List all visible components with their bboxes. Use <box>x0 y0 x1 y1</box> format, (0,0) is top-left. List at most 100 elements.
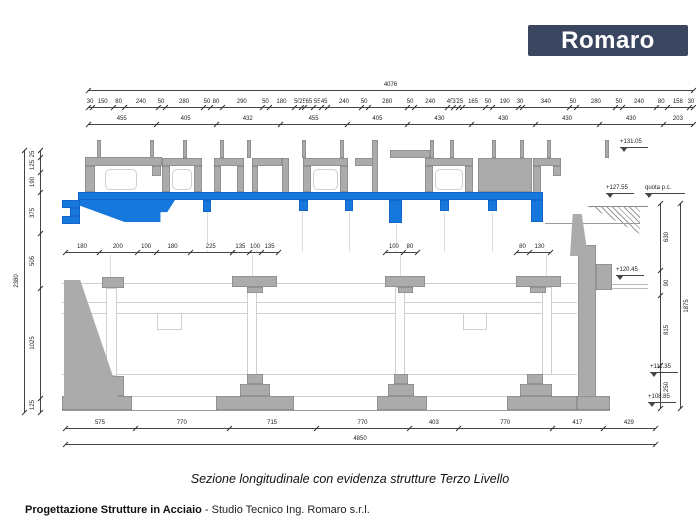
dimension-value: 280 <box>589 99 602 105</box>
dimension-value: 55 <box>312 99 322 105</box>
existing-outline <box>313 169 338 190</box>
level-marker-triangle-icon <box>621 148 627 152</box>
dimension-value: 130 <box>533 244 546 250</box>
concrete-element <box>183 140 187 158</box>
dimension-value: 45 <box>445 99 455 105</box>
construction-line <box>546 255 547 276</box>
concrete-element <box>530 287 546 293</box>
retaining-wall <box>570 214 588 256</box>
dimension-value: 200 <box>111 244 124 250</box>
construction-line <box>62 374 577 375</box>
dimension-line <box>680 203 681 408</box>
steel-structure-highlight <box>70 208 80 216</box>
dimension-tick <box>37 409 44 416</box>
concrete-element <box>162 166 170 192</box>
dimension-value: 429 <box>622 420 635 426</box>
existing-outline <box>172 169 192 190</box>
dimension-value: 80 <box>656 99 666 105</box>
dimension-value: 80 <box>518 244 527 250</box>
concrete-element <box>533 158 561 166</box>
dimension-value: 240 <box>134 99 147 105</box>
construction-line <box>207 212 208 252</box>
dimension-value: 1875 <box>684 297 690 314</box>
dimension-value: 1025 <box>30 335 36 351</box>
dimension-value: 455 <box>307 116 320 122</box>
concrete-element <box>194 166 202 192</box>
level-value: +111.35 <box>650 364 671 370</box>
level-value: quota p.c. <box>645 185 672 191</box>
construction-line <box>400 255 401 276</box>
dimension-tick <box>547 249 554 256</box>
concrete-element <box>450 140 454 158</box>
existing-outline <box>395 287 405 375</box>
steel-structure-highlight <box>440 200 449 211</box>
concrete-element <box>605 140 609 158</box>
construction-line <box>110 255 111 277</box>
dimension-value: 4076 <box>382 82 399 88</box>
dimension-value: 4850 <box>352 436 368 442</box>
dimension-value: 340 <box>539 99 552 105</box>
dimension-value: 630 <box>664 230 670 243</box>
concrete-element <box>247 287 263 293</box>
concrete-element <box>430 140 434 158</box>
level-marker-triangle-icon <box>607 194 613 198</box>
dimension-value: 80 <box>211 99 221 105</box>
dimension-value: 575 <box>93 420 106 426</box>
dimension-line <box>40 150 41 412</box>
concrete-element <box>302 140 306 158</box>
level-value: +127.55 <box>606 185 628 191</box>
construction-line <box>62 283 577 284</box>
dimension-value: 240 <box>424 99 437 105</box>
dimension-value: 455 <box>115 116 128 122</box>
dimension-line <box>65 428 655 429</box>
steel-structure-highlight <box>299 200 308 211</box>
dimension-value: 100 <box>140 244 153 250</box>
dimension-value: 240 <box>632 99 646 105</box>
dimension-value: 180 <box>75 244 88 250</box>
construction-line <box>62 302 577 303</box>
level-value: +131.05 <box>620 139 642 145</box>
concrete-element <box>355 158 373 166</box>
existing-outline <box>105 169 137 190</box>
concrete-element <box>214 158 244 166</box>
concrete-element <box>507 396 577 410</box>
existing-outline <box>247 287 257 375</box>
company-logo: Romaro <box>528 25 688 56</box>
construction-line <box>62 410 610 411</box>
dimension-value: 203 <box>671 116 684 122</box>
concrete-element <box>478 158 532 192</box>
dimension-line <box>88 124 693 125</box>
dimension-value: 417 <box>571 420 584 426</box>
concrete-element <box>85 157 162 166</box>
dimension-value: 135 <box>234 244 247 250</box>
dimension-value: 25 <box>455 99 465 105</box>
existing-outline <box>435 169 463 190</box>
concrete-element <box>516 276 561 287</box>
concrete-element <box>62 396 132 410</box>
concrete-element <box>303 166 311 192</box>
footer-credit-bold: Progettazione Strutture in Acciaio <box>25 504 202 516</box>
existing-outline <box>463 313 487 330</box>
concrete-element <box>340 140 344 158</box>
dimension-value: 50 <box>293 99 302 105</box>
level-marker-triangle-icon <box>646 194 652 198</box>
concrete-element <box>214 166 221 192</box>
dimension-value: 135 <box>263 244 276 250</box>
dimension-value: 225 <box>204 244 217 250</box>
level-marker-line <box>606 193 634 194</box>
dimension-value: 158 <box>671 99 684 105</box>
dimension-tick <box>657 405 664 412</box>
steel-structure-highlight <box>203 200 211 212</box>
construction-line <box>598 288 648 289</box>
concrete-element <box>388 384 414 396</box>
construction-line <box>349 212 350 252</box>
dimension-value: 770 <box>356 420 369 426</box>
dimension-value: 430 <box>561 116 574 122</box>
concrete-element <box>85 166 95 192</box>
dimension-value: 432 <box>241 116 254 122</box>
concrete-element <box>372 140 378 193</box>
concrete-element <box>252 158 282 166</box>
concrete-element <box>216 396 294 410</box>
dimension-value: 430 <box>497 116 510 122</box>
